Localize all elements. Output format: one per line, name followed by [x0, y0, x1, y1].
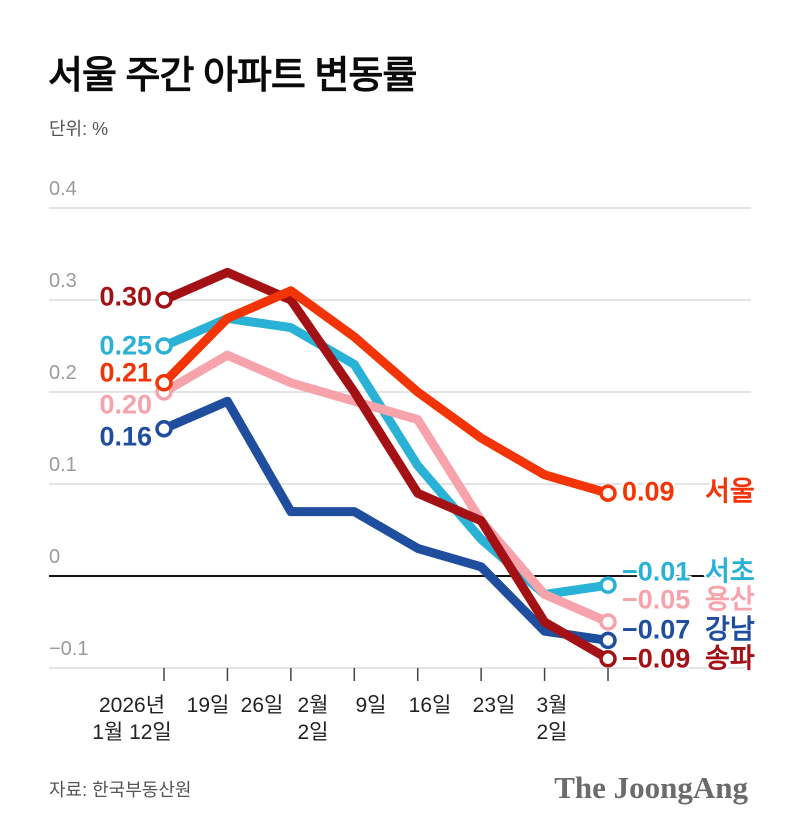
series-name-label-송파: 송파 — [705, 643, 755, 674]
series-line-강남 — [159, 396, 613, 645]
y-axis-tick-label: 0.4 — [49, 178, 77, 200]
series-name-label-강남: 강남 — [705, 614, 755, 645]
y-axis-tick-label: −0.1 — [49, 638, 89, 660]
series-start-marker-송파 — [155, 291, 173, 309]
series-line-서울 — [159, 286, 613, 498]
x-axis-tick-label: 3월 2일 — [536, 694, 568, 744]
series-end-value-강남: −0.07 — [622, 614, 691, 645]
x-axis-tick-label: 23일 — [472, 694, 516, 717]
series-end-value-서초: −0.01 — [622, 556, 691, 587]
series-start-value-송파: 0.30 — [99, 281, 152, 312]
x-axis-tick-label: 9일 — [355, 694, 387, 717]
series-end-value-서울: 0.09 — [622, 476, 675, 507]
x-axis-tick-label: 2월 2일 — [297, 694, 329, 744]
y-axis-tick-label: 0 — [49, 546, 61, 568]
unit-label: 단위: % — [49, 119, 109, 139]
y-axis-tick-label: 0.1 — [49, 454, 77, 476]
series-start-marker-서울 — [155, 374, 173, 392]
y-axis-tick-label: 0.3 — [49, 270, 77, 292]
series-start-value-강남: 0.16 — [99, 421, 152, 452]
series-end-marker-서초 — [599, 576, 617, 594]
joongang-logo: The JoongAng — [554, 770, 748, 805]
series-name-label-용산: 용산 — [705, 584, 755, 615]
series-end-value-용산: −0.05 — [622, 584, 691, 615]
x-axis-tick-label: 26일 — [240, 694, 284, 717]
series-end-marker-용산 — [599, 613, 617, 631]
series-start-marker-서초 — [155, 337, 173, 355]
y-axis-tick-label: 0.2 — [49, 362, 77, 384]
x-axis-tick-label: 16일 — [408, 694, 452, 717]
series-line-송파 — [159, 267, 613, 664]
x-axis-tick-label: 19일 — [186, 694, 230, 717]
series-end-value-송파: −0.09 — [622, 643, 691, 674]
series-name-label-서울: 서울 — [705, 476, 755, 507]
series-start-value-서초: 0.25 — [99, 330, 152, 361]
x-axis-tick-label: 2026년 1월 12일 — [92, 694, 172, 744]
series-start-marker-강남 — [155, 420, 173, 438]
series-name-label-서초: 서초 — [705, 556, 755, 587]
series-line-용산 — [159, 350, 613, 627]
source-label: 자료: 한국부동산원 — [49, 780, 192, 800]
series-start-value-용산: 0.20 — [99, 389, 152, 420]
series-end-marker-송파 — [599, 650, 617, 668]
series-end-marker-서울 — [599, 484, 617, 502]
chart-title: 서울 주간 아파트 변동률 — [48, 55, 417, 97]
series-end-marker-강남 — [599, 631, 617, 650]
series-start-value-서울: 0.21 — [99, 357, 152, 388]
